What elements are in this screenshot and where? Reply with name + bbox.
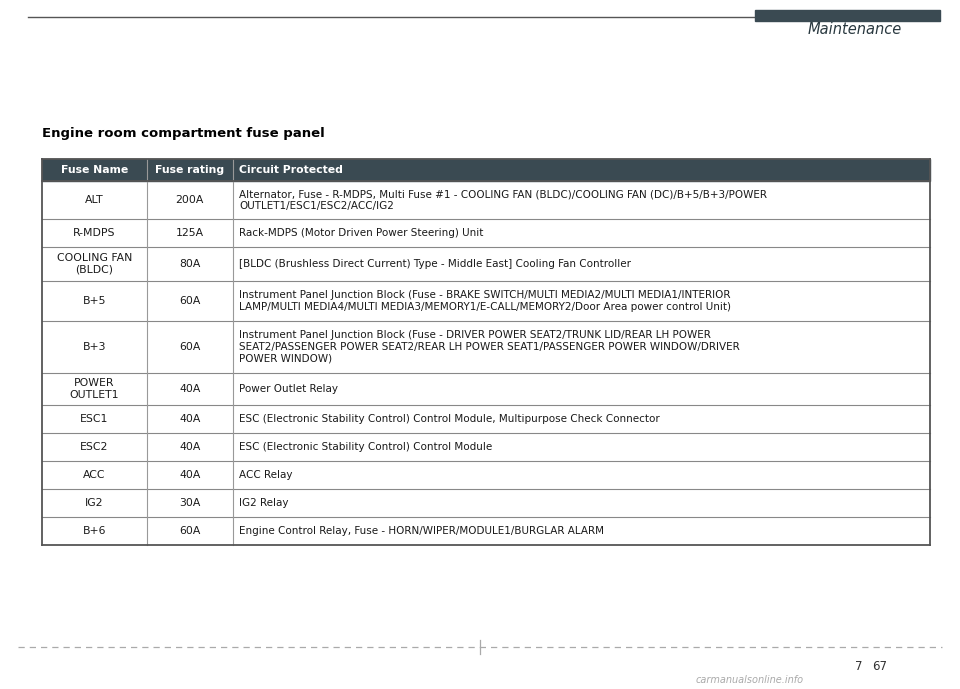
Text: 67: 67 bbox=[872, 661, 887, 674]
Text: SEAT2/PASSENGER POWER SEAT2/REAR LH POWER SEAT1/PASSENGER POWER WINDOW/DRIVER: SEAT2/PASSENGER POWER SEAT2/REAR LH POWE… bbox=[239, 342, 739, 352]
Text: carmanualsonline.info: carmanualsonline.info bbox=[696, 675, 804, 685]
Text: 40A: 40A bbox=[180, 414, 201, 424]
Bar bbox=[42, 181, 930, 219]
Text: ESC2: ESC2 bbox=[81, 442, 108, 452]
Bar bbox=[42, 489, 930, 517]
Bar bbox=[42, 517, 930, 545]
Text: 60A: 60A bbox=[180, 342, 201, 352]
Text: Maintenance: Maintenance bbox=[808, 23, 902, 37]
Bar bbox=[42, 159, 930, 181]
Bar bbox=[42, 247, 930, 281]
Text: Instrument Panel Junction Block (Fuse - DRIVER POWER SEAT2/TRUNK LID/REAR LH POW: Instrument Panel Junction Block (Fuse - … bbox=[239, 331, 710, 340]
Text: ESC1: ESC1 bbox=[81, 414, 108, 424]
Text: ESC (Electronic Stability Control) Control Module, Multipurpose Check Connector: ESC (Electronic Stability Control) Contr… bbox=[239, 414, 660, 424]
Text: 125A: 125A bbox=[176, 228, 204, 238]
Text: Engine Control Relay, Fuse - HORN/WIPER/MODULE1/BURGLAR ALARM: Engine Control Relay, Fuse - HORN/WIPER/… bbox=[239, 526, 604, 536]
Text: ALT: ALT bbox=[85, 195, 104, 205]
Text: Fuse rating: Fuse rating bbox=[156, 165, 225, 175]
Bar bbox=[42, 281, 930, 321]
Text: 30A: 30A bbox=[180, 498, 201, 508]
Text: OUTLET1: OUTLET1 bbox=[70, 390, 119, 400]
Text: ACC: ACC bbox=[84, 470, 106, 480]
Text: ACC Relay: ACC Relay bbox=[239, 470, 293, 480]
Text: (BLDC): (BLDC) bbox=[76, 265, 113, 275]
Text: POWER: POWER bbox=[74, 378, 114, 388]
Bar bbox=[42, 461, 930, 489]
Text: IG2 Relay: IG2 Relay bbox=[239, 498, 288, 508]
Text: 40A: 40A bbox=[180, 470, 201, 480]
Text: B+6: B+6 bbox=[83, 526, 107, 536]
Text: Power Outlet Relay: Power Outlet Relay bbox=[239, 384, 338, 394]
Text: Alternator, Fuse - R-MDPS, Multi Fuse #1 - COOLING FAN (BLDC)/COOLING FAN (DC)/B: Alternator, Fuse - R-MDPS, Multi Fuse #1… bbox=[239, 189, 767, 199]
Bar bbox=[42, 433, 930, 461]
Text: Engine room compartment fuse panel: Engine room compartment fuse panel bbox=[42, 127, 324, 139]
Text: B+5: B+5 bbox=[83, 296, 107, 306]
Bar bbox=[42, 373, 930, 405]
Text: 60A: 60A bbox=[180, 526, 201, 536]
Text: Instrument Panel Junction Block (Fuse - BRAKE SWITCH/MULTI MEDIA2/MULTI MEDIA1/I: Instrument Panel Junction Block (Fuse - … bbox=[239, 290, 731, 300]
Text: R-MDPS: R-MDPS bbox=[73, 228, 115, 238]
Text: 60A: 60A bbox=[180, 296, 201, 306]
Text: [BLDC (Brushless Direct Current) Type - Middle East] Cooling Fan Controller: [BLDC (Brushless Direct Current) Type - … bbox=[239, 259, 631, 269]
Bar bbox=[42, 219, 930, 247]
Text: POWER WINDOW): POWER WINDOW) bbox=[239, 353, 332, 364]
Bar bbox=[755, 10, 940, 21]
Text: COOLING FAN: COOLING FAN bbox=[57, 254, 132, 263]
Bar bbox=[42, 405, 930, 433]
Text: Fuse Name: Fuse Name bbox=[60, 165, 128, 175]
Text: 80A: 80A bbox=[180, 259, 201, 269]
Text: LAMP/MULTI MEDIA4/MULTI MEDIA3/MEMORY1/E-CALL/MEMORY2/Door Area power control Un: LAMP/MULTI MEDIA4/MULTI MEDIA3/MEMORY1/E… bbox=[239, 302, 731, 311]
Text: Rack-MDPS (Motor Driven Power Steering) Unit: Rack-MDPS (Motor Driven Power Steering) … bbox=[239, 228, 483, 238]
Text: Circuit Protected: Circuit Protected bbox=[239, 165, 343, 175]
Text: B+3: B+3 bbox=[83, 342, 107, 352]
Bar bbox=[42, 321, 930, 373]
Text: IG2: IG2 bbox=[85, 498, 104, 508]
Text: 7: 7 bbox=[854, 661, 862, 674]
Text: OUTLET1/ESC1/ESC2/ACC/IG2: OUTLET1/ESC1/ESC2/ACC/IG2 bbox=[239, 200, 394, 211]
Text: 200A: 200A bbox=[176, 195, 204, 205]
Text: 40A: 40A bbox=[180, 442, 201, 452]
Text: ESC (Electronic Stability Control) Control Module: ESC (Electronic Stability Control) Contr… bbox=[239, 442, 492, 452]
Text: 40A: 40A bbox=[180, 384, 201, 394]
